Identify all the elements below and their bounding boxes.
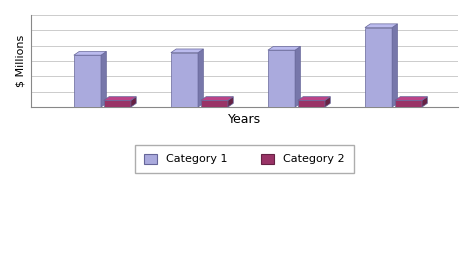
Polygon shape <box>131 97 136 107</box>
Polygon shape <box>298 97 330 100</box>
Polygon shape <box>201 100 228 107</box>
Polygon shape <box>295 47 300 107</box>
Polygon shape <box>365 24 397 27</box>
Polygon shape <box>74 55 101 107</box>
Polygon shape <box>268 47 300 50</box>
X-axis label: Years: Years <box>228 113 261 126</box>
Polygon shape <box>298 100 325 107</box>
Polygon shape <box>395 97 427 100</box>
Polygon shape <box>365 27 392 107</box>
Polygon shape <box>201 97 233 100</box>
Polygon shape <box>392 24 397 107</box>
Polygon shape <box>325 97 330 107</box>
Polygon shape <box>422 97 427 107</box>
Polygon shape <box>228 97 233 107</box>
Legend: Category 1, Category 2: Category 1, Category 2 <box>135 145 354 173</box>
Polygon shape <box>268 50 295 107</box>
Polygon shape <box>104 97 136 100</box>
Polygon shape <box>395 100 422 107</box>
Polygon shape <box>171 53 198 107</box>
Polygon shape <box>104 100 131 107</box>
Polygon shape <box>198 49 203 107</box>
Polygon shape <box>74 51 106 55</box>
Polygon shape <box>171 49 203 53</box>
Polygon shape <box>101 51 106 107</box>
Y-axis label: $ Millions: $ Millions <box>15 35 25 87</box>
